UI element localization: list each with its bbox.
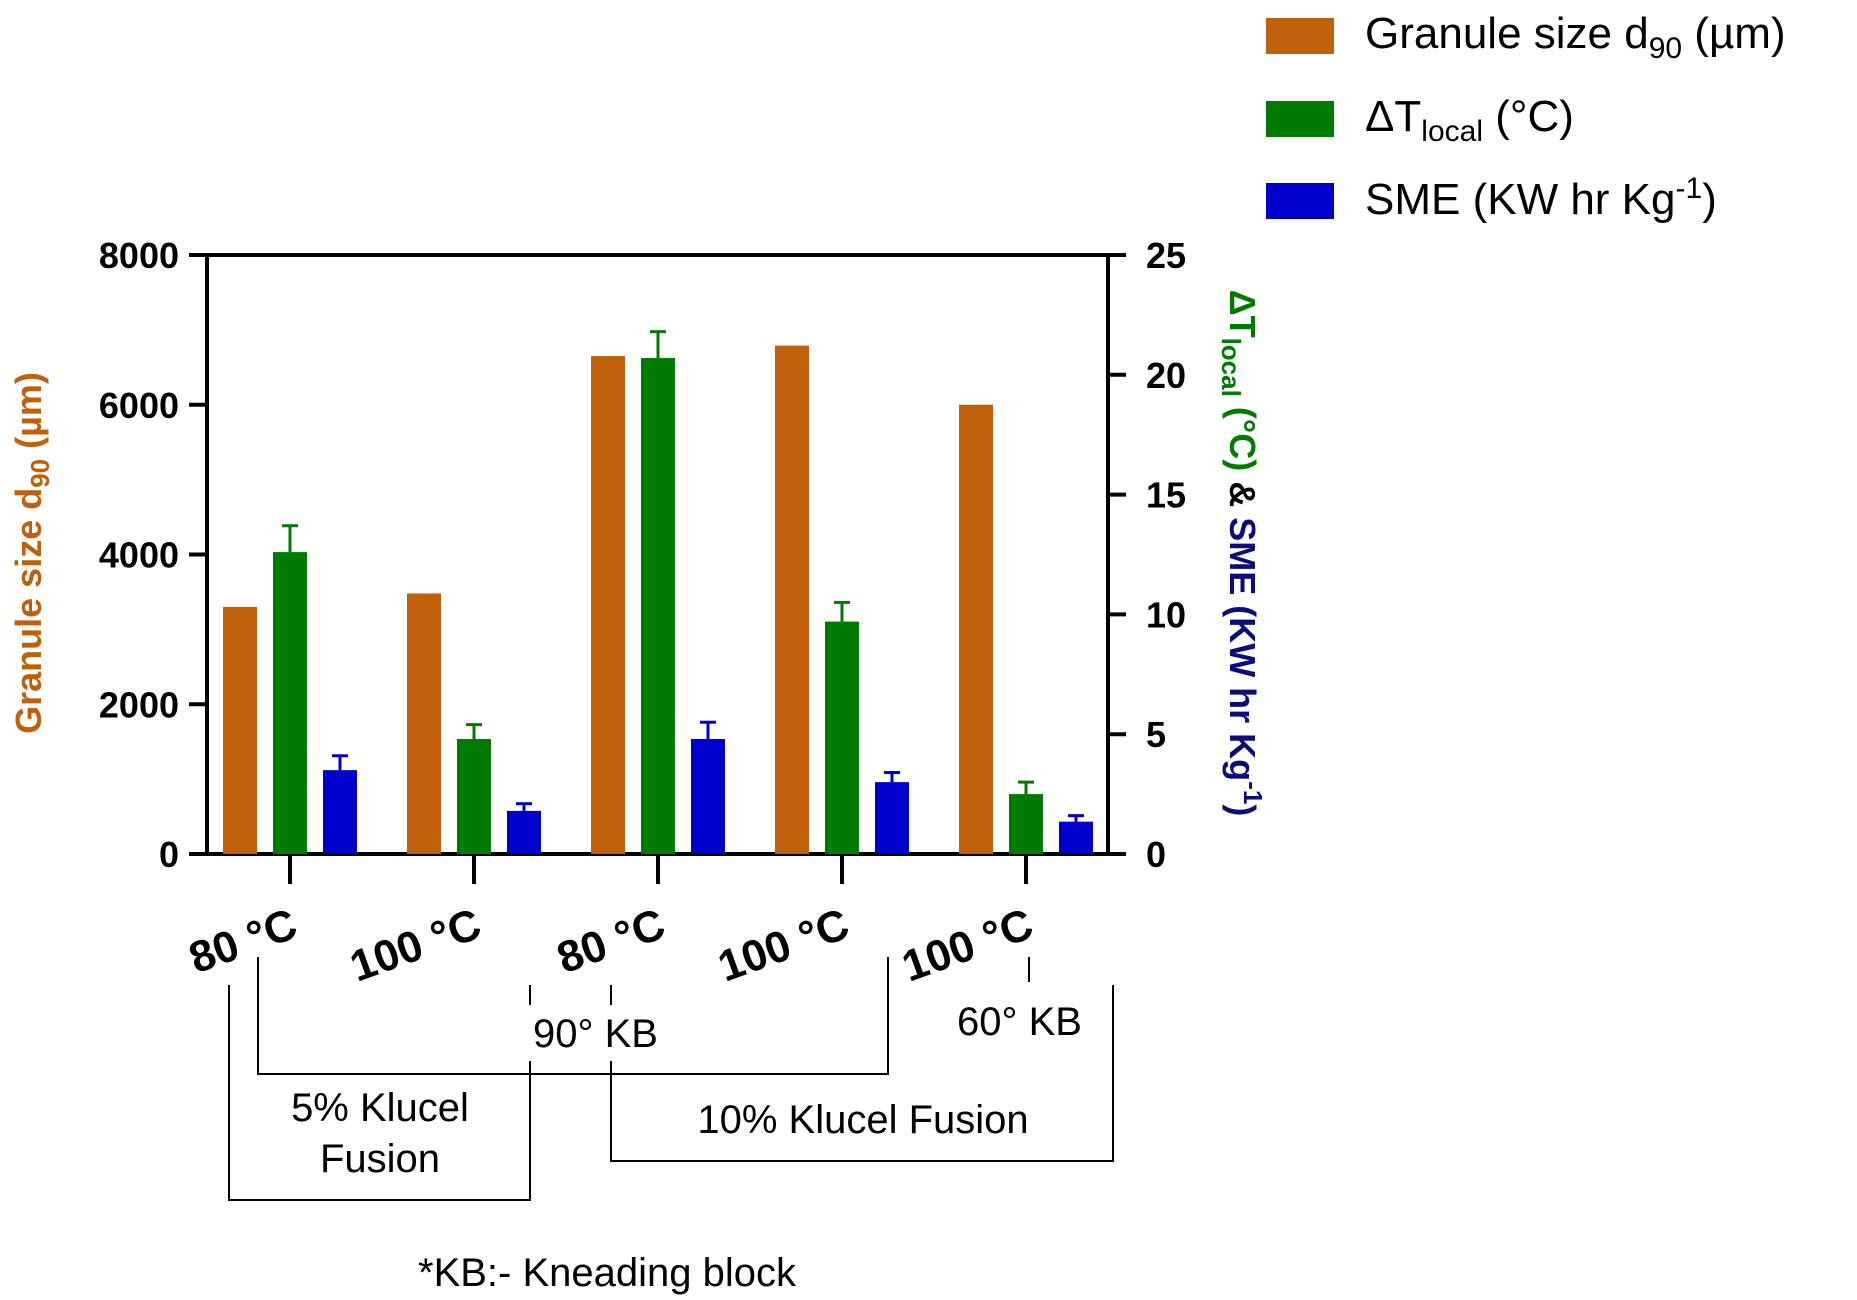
legend-label-sme: SME (KW hr Kg-1) (1365, 172, 1717, 224)
legend-swatch-granule (1266, 18, 1334, 54)
group-brackets (228, 957, 1114, 1201)
x-tick-label: 100 °C (896, 899, 1040, 991)
bar-dtlocal (1009, 794, 1043, 854)
right-tick-label: 25 (1146, 235, 1186, 276)
footnote: *KB:- Kneading block (418, 1251, 797, 1295)
label-10-klucel: 10% Klucel Fusion (697, 1098, 1028, 1142)
label-5-klucel-line1: 5% Klucel (291, 1086, 469, 1130)
x-tick-label: 100 °C (712, 899, 856, 991)
right-tick-label: 0 (1146, 834, 1166, 875)
bar-sme (875, 782, 909, 854)
right-tick-label: 20 (1146, 355, 1186, 396)
left-tick-label: 2000 (99, 684, 179, 725)
legend: Granule size d90 (µm) ΔTlocal (°C) SME (… (1266, 9, 1786, 224)
left-tick-label: 4000 (99, 535, 179, 576)
bar-dtlocal (457, 738, 491, 854)
bar-granule (591, 356, 625, 854)
bars (223, 345, 1093, 854)
bar-granule (775, 345, 809, 854)
label-90kb: 90° KB (533, 1012, 658, 1056)
left-tick-label: 6000 (99, 385, 179, 426)
label-5-klucel-line2: Fusion (320, 1137, 440, 1181)
right-tick-label: 5 (1146, 714, 1166, 755)
bar-granule (223, 606, 257, 854)
bar-sme (323, 770, 357, 854)
left-axis-title: Granule size d90 (µm) (8, 372, 55, 734)
bar-dtlocal (825, 621, 859, 854)
bracket-5-klucel (228, 985, 531, 1201)
left-axis-ticks: 0 2000 4000 6000 8000 (99, 235, 207, 875)
x-tick-label: 100 °C (344, 899, 488, 991)
legend-label-granule: Granule size d90 (µm) (1365, 9, 1786, 65)
x-tick-label: 80 °C (183, 899, 304, 983)
bar-sme (507, 810, 541, 854)
bracket-90kb (257, 957, 889, 1075)
right-axis-title: ΔTlocal (°C) & SME (KW hr Kg-1) (1216, 290, 1268, 817)
error-bars (282, 330, 1084, 822)
bar-dtlocal (641, 358, 675, 854)
right-axis-ticks: 0 5 10 15 20 25 (1108, 235, 1186, 875)
label-60kb: 60° KB (957, 1000, 1082, 1044)
x-axis-ticks: 80 °C 100 °C 80 °C 100 °C 100 °C (183, 854, 1040, 992)
x-tick-label: 80 °C (551, 899, 672, 983)
bar-granule (407, 593, 441, 854)
bar-sme (1059, 821, 1093, 854)
bar-dtlocal (273, 552, 307, 854)
right-tick-label: 10 (1146, 594, 1186, 635)
label-bg-90kb (525, 1005, 690, 1061)
legend-swatch-dtlocal (1266, 101, 1334, 137)
right-tick-label: 15 (1146, 475, 1186, 516)
left-tick-label: 8000 (99, 235, 179, 276)
bracket-10-klucel (610, 985, 1114, 1162)
bar-granule (959, 404, 993, 854)
legend-label-dtlocal: ΔTlocal (°C) (1365, 92, 1574, 148)
bar-sme (691, 738, 725, 854)
legend-swatch-sme (1266, 183, 1334, 219)
left-tick-label: 0 (159, 834, 179, 875)
